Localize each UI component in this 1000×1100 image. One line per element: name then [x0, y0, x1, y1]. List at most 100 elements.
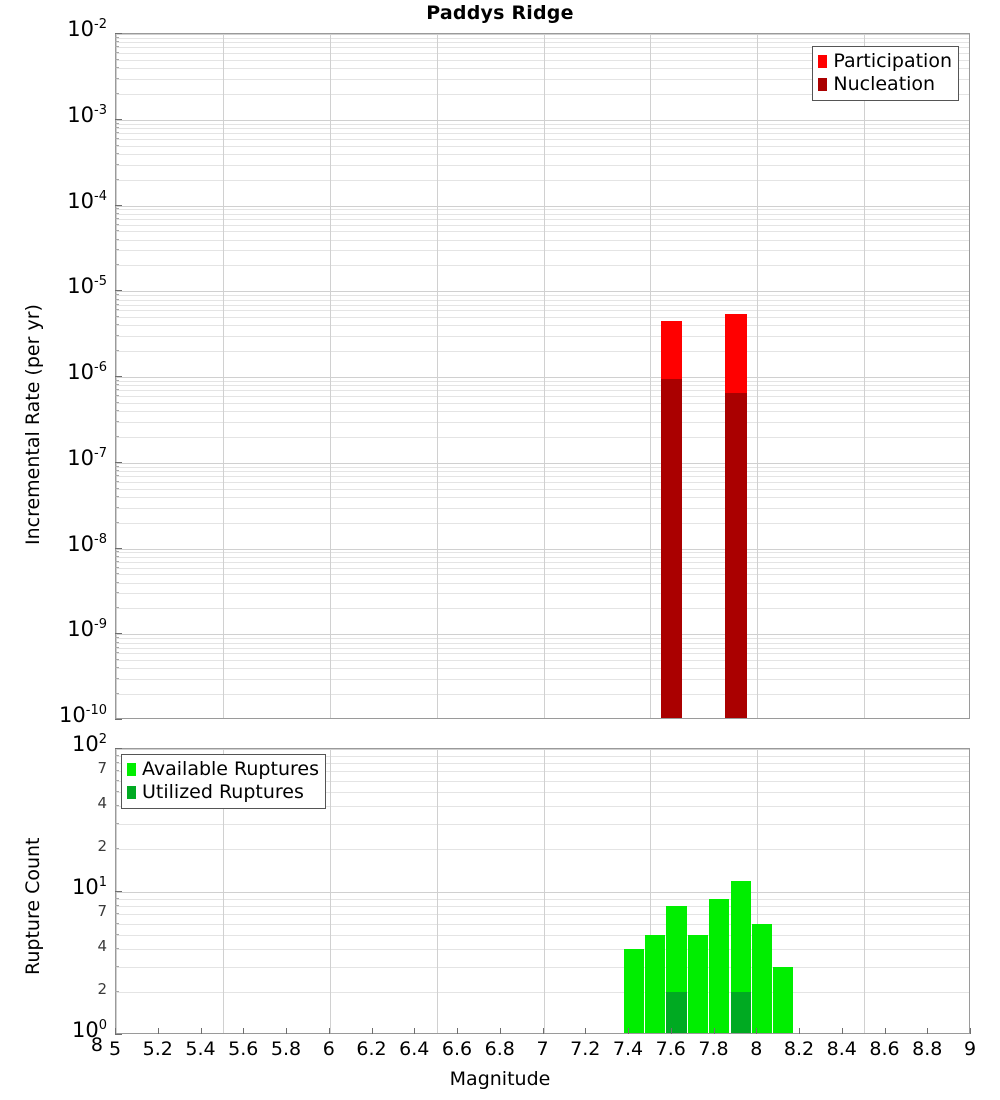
y-minor-tick	[115, 435, 119, 437]
y-minor-tick	[115, 506, 119, 508]
y-minor-tick	[115, 581, 119, 583]
available-rupture-bar	[751, 923, 773, 1033]
x-tick-label: 5.2	[142, 1038, 173, 1060]
x-tick-label: 7	[536, 1038, 549, 1060]
participation-bar	[661, 320, 683, 379]
y-tick-mark	[115, 1034, 122, 1035]
x-tick-mark	[585, 1028, 587, 1034]
y-minor-tick	[115, 641, 119, 643]
x-tick-mark	[115, 1028, 116, 1034]
y-minor-tick-label: 2	[97, 979, 107, 998]
y-minor-tick	[115, 770, 119, 772]
y-tick-mark	[115, 633, 122, 635]
available-rupture-bar	[773, 966, 794, 1033]
y-minor-tick	[115, 389, 119, 391]
top-gridlines	[116, 34, 969, 718]
x-tick-mark	[328, 1028, 330, 1034]
legend-top: Participation Nucleation	[812, 46, 959, 101]
y-tick-mark	[115, 290, 122, 292]
x-axis-label: Magnitude	[449, 1068, 551, 1090]
y-axis-extra-label: 8	[90, 1034, 103, 1056]
x-tick-mark	[628, 1028, 629, 1034]
y-tick-label-top: 10-3	[67, 102, 107, 127]
y-minor-tick	[115, 475, 119, 477]
x-tick-mark	[457, 1028, 458, 1034]
y-tick-label-top: 10-5	[67, 274, 107, 299]
y-minor-tick	[115, 934, 119, 936]
x-tick-mark	[927, 1028, 929, 1034]
x-tick-mark	[499, 1028, 501, 1034]
y-minor-tick	[115, 779, 119, 781]
x-tick-label: 6	[322, 1038, 335, 1060]
y-minor-tick	[115, 470, 119, 472]
y-minor-tick-label: 4	[97, 793, 107, 812]
x-tick-mark	[884, 1028, 886, 1034]
y-minor-tick	[115, 667, 119, 669]
y-minor-tick	[115, 754, 119, 756]
participation-bar	[725, 313, 747, 394]
y-minor-tick	[115, 208, 119, 210]
y-minor-tick	[115, 217, 119, 219]
y-minor-tick	[115, 249, 119, 251]
y-tick-label-top: 10-4	[67, 188, 107, 213]
y-minor-tick	[115, 847, 119, 849]
y-tick-mark	[115, 33, 122, 34]
y-minor-tick	[115, 804, 119, 806]
legend-item-nucleation: Nucleation	[818, 73, 952, 96]
y-tick-label-bottom: 102	[71, 732, 107, 756]
y-tick-mark	[115, 748, 122, 749]
x-tick-mark	[542, 1028, 544, 1034]
y-minor-tick	[115, 132, 119, 134]
x-tick-mark	[157, 1028, 159, 1034]
y-minor-tick	[115, 659, 119, 661]
y-minor-tick	[115, 401, 119, 403]
y-minor-tick	[115, 212, 119, 214]
y-tick-mark	[115, 547, 122, 549]
y-minor-tick	[115, 607, 119, 609]
available-swatch-icon	[127, 763, 136, 776]
y-minor-tick	[115, 922, 119, 924]
utilized-rupture-bar	[730, 991, 751, 1033]
x-tick-label: 7.2	[570, 1038, 601, 1060]
y-minor-tick	[115, 335, 119, 337]
y-minor-tick	[115, 566, 119, 568]
y-minor-tick-label: 7	[97, 902, 107, 921]
x-tick-mark	[970, 1028, 971, 1034]
legend-item-participation: Participation	[818, 50, 952, 73]
y-minor-tick	[115, 379, 119, 381]
y-minor-tick	[115, 144, 119, 146]
bottom-bars	[116, 749, 969, 1033]
x-tick-label: 9	[963, 1038, 977, 1060]
y-tick-mark	[115, 461, 122, 463]
y-minor-tick	[115, 592, 119, 594]
available-rupture-bar	[709, 898, 730, 1033]
y-minor-tick	[115, 303, 119, 305]
x-tick-label: 7.8	[698, 1038, 729, 1060]
y-minor-tick	[115, 163, 119, 165]
y-minor-tick	[115, 637, 119, 639]
nucleation-swatch-icon	[818, 78, 828, 91]
y-minor-tick	[115, 316, 119, 318]
legend-label-participation: Participation	[833, 50, 952, 72]
y-minor-tick	[115, 521, 119, 523]
x-tick-mark	[371, 1028, 373, 1034]
nucleation-bar	[661, 378, 683, 718]
x-tick-label: 5.4	[185, 1038, 216, 1060]
legend-label-utilized: Utilized Ruptures	[142, 781, 304, 803]
y-minor-tick	[115, 965, 119, 967]
participation-swatch-icon	[818, 55, 828, 68]
y-minor-tick	[115, 791, 119, 793]
y-minor-tick	[115, 487, 119, 489]
y-minor-tick	[115, 350, 119, 352]
x-tick-mark	[414, 1028, 416, 1034]
y-minor-tick	[115, 560, 119, 562]
y-minor-tick	[115, 324, 119, 326]
x-tick-label: 6.6	[441, 1038, 473, 1060]
y-minor-tick	[115, 947, 119, 949]
x-tick-label: 6.8	[484, 1038, 515, 1060]
x-tick-mark	[286, 1028, 287, 1034]
y-minor-tick	[115, 309, 119, 311]
x-tick-label: 8.4	[826, 1038, 857, 1060]
y-minor-tick	[115, 897, 119, 899]
